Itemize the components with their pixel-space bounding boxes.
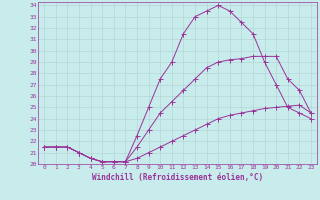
X-axis label: Windchill (Refroidissement éolien,°C): Windchill (Refroidissement éolien,°C) [92, 173, 263, 182]
